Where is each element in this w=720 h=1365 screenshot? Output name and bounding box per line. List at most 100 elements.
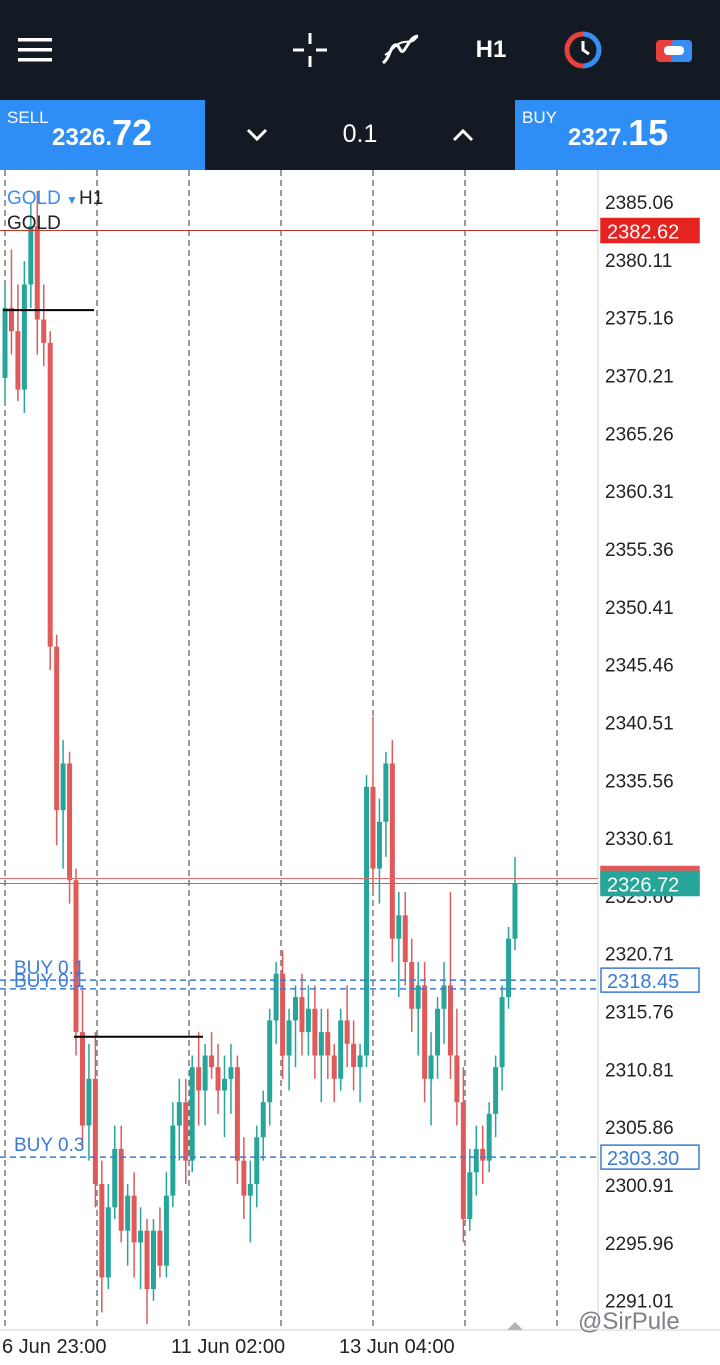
candle-body bbox=[150, 1230, 156, 1290]
candle-body bbox=[125, 1195, 131, 1231]
candle-body bbox=[370, 786, 376, 869]
price-tick-label: 2370.21 bbox=[605, 366, 674, 387]
scroll-end-icon bbox=[507, 1322, 523, 1330]
buy-button[interactable]: BUY 2327.15 bbox=[515, 100, 720, 170]
candle-body bbox=[196, 1067, 202, 1091]
candle-body bbox=[299, 997, 305, 1033]
price-tick-label: 2355.36 bbox=[605, 540, 674, 561]
candle-body bbox=[228, 1067, 234, 1079]
candle-body bbox=[138, 1230, 144, 1243]
price-tick-label: 2335.56 bbox=[605, 771, 674, 792]
candle-body bbox=[280, 973, 286, 1056]
time-tick-label: 11 Jun 02:00 bbox=[171, 1336, 285, 1358]
price-tick-label: 2345.46 bbox=[605, 656, 674, 677]
candle-body bbox=[86, 1078, 92, 1126]
candle-body bbox=[441, 985, 447, 1009]
high-price-tag-box bbox=[600, 217, 700, 244]
candle-body bbox=[254, 1137, 260, 1184]
clock-icon[interactable] bbox=[560, 25, 606, 75]
order-label: BUY 0.3 bbox=[14, 1135, 84, 1156]
price-tick-label: 2360.31 bbox=[605, 482, 674, 503]
candle-body bbox=[486, 1113, 492, 1161]
candle-body bbox=[493, 1067, 499, 1114]
sell-price-small: 2326. bbox=[52, 124, 113, 151]
crosshair-icon[interactable] bbox=[288, 25, 332, 75]
timeframe-button[interactable]: H1 bbox=[475, 36, 507, 63]
candle-body bbox=[247, 1183, 253, 1196]
candle-body bbox=[460, 1102, 466, 1220]
chevron-up-icon bbox=[452, 128, 474, 142]
high-price-tag: 2382.62 bbox=[607, 222, 679, 244]
time-tick-label: 13 Jun 04:00 bbox=[339, 1336, 455, 1358]
price-tick-label: 2340.51 bbox=[605, 713, 674, 734]
candle-body bbox=[454, 1055, 460, 1103]
candle-body bbox=[396, 915, 402, 939]
candle-body bbox=[79, 1032, 85, 1126]
lot-size-control: 0.1 bbox=[205, 100, 515, 170]
candle-body bbox=[325, 1032, 331, 1056]
price-tick-label: 2385.06 bbox=[605, 193, 674, 214]
order-label: BUY 0.1 bbox=[14, 971, 84, 992]
candle-body bbox=[447, 985, 453, 1056]
candle-body bbox=[312, 1008, 318, 1056]
candle-body bbox=[15, 331, 21, 390]
candle-body bbox=[331, 1055, 337, 1079]
increase-lot-button[interactable] bbox=[443, 118, 483, 152]
candle-body bbox=[54, 646, 60, 811]
symbol-description: GOLD bbox=[7, 213, 61, 234]
candle-body bbox=[293, 997, 299, 1021]
candle-body bbox=[351, 1043, 357, 1068]
order-price-tag-box bbox=[600, 967, 700, 993]
price-tick-label: 2291.01 bbox=[605, 1292, 674, 1313]
price-tick-label: 2295.96 bbox=[605, 1234, 674, 1255]
timeframe-label: H1 bbox=[79, 188, 103, 209]
candle-body bbox=[21, 284, 27, 390]
symbol-dropdown-icon: ▼ bbox=[66, 193, 78, 207]
candle-body bbox=[467, 1172, 473, 1220]
sell-button[interactable]: SELL 2326.72 bbox=[0, 100, 205, 170]
price-chart[interactable]: BUY 0.1 BUY 0.1 BUY 0.3 GOLD ▼ H1 GOLD 2385.06 2… bbox=[0, 170, 720, 1365]
candle-body bbox=[92, 1078, 98, 1184]
price-tick-label: 2310.81 bbox=[605, 1060, 674, 1081]
candle-body bbox=[402, 915, 408, 963]
candle-body bbox=[415, 985, 421, 1009]
trade-bar: SELL 2326.72 0.1 BUY 2327.15 bbox=[0, 100, 720, 170]
candle-body bbox=[67, 763, 73, 881]
candle-body bbox=[215, 1067, 221, 1091]
candle-body bbox=[28, 226, 34, 285]
candle-body bbox=[41, 319, 47, 343]
trade-icon[interactable] bbox=[652, 25, 696, 75]
time-tick-label: 6 Jun 23:00 bbox=[2, 1336, 107, 1358]
candle-body bbox=[305, 1008, 311, 1033]
bid-price-tag-box bbox=[600, 870, 700, 897]
candle-body bbox=[163, 1195, 169, 1266]
candle-body bbox=[189, 1067, 195, 1161]
candle-body bbox=[183, 1102, 189, 1161]
price-tick-label: 2375.16 bbox=[605, 309, 674, 330]
decrease-lot-button[interactable] bbox=[237, 118, 277, 152]
candle-body bbox=[241, 1160, 247, 1196]
order-label: BUY 0.1 bbox=[14, 958, 84, 979]
candle-body bbox=[376, 821, 382, 869]
price-tick-label: 2330.61 bbox=[605, 829, 674, 850]
candle-body bbox=[202, 1055, 208, 1091]
candle-body bbox=[8, 307, 14, 332]
candle-body bbox=[47, 342, 53, 647]
candle-body bbox=[157, 1230, 163, 1266]
candle-body bbox=[73, 880, 79, 1033]
candle-body bbox=[428, 1055, 434, 1079]
buy-label: BUY bbox=[522, 108, 557, 127]
buy-price-big: 15 bbox=[628, 112, 669, 153]
sell-label: SELL bbox=[7, 108, 49, 127]
candle-body bbox=[176, 1102, 182, 1126]
lot-size-value[interactable]: 0.1 bbox=[342, 120, 378, 148]
candle-body bbox=[260, 1102, 266, 1138]
candle-body bbox=[112, 1148, 118, 1208]
candle-body bbox=[273, 973, 279, 1021]
sell-price: 2326.72 bbox=[52, 112, 152, 154]
indicators-icon[interactable] bbox=[378, 25, 422, 75]
hamburger-menu-icon[interactable] bbox=[14, 25, 56, 75]
candle-body bbox=[357, 1055, 363, 1068]
order-price-tag: 2303.30 bbox=[607, 1148, 679, 1170]
